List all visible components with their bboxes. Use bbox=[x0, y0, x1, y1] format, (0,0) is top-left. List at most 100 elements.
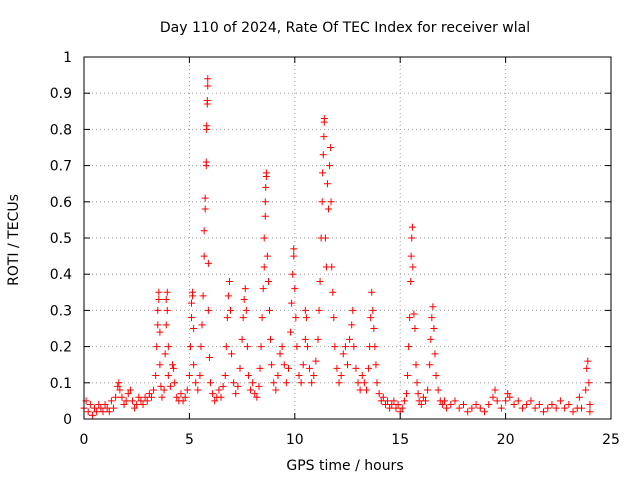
data-point bbox=[430, 325, 438, 332]
data-point bbox=[240, 296, 248, 304]
data-point bbox=[427, 335, 435, 343]
data-point bbox=[177, 390, 185, 398]
data-point bbox=[201, 205, 209, 213]
data-point bbox=[360, 379, 368, 387]
data-point bbox=[260, 263, 268, 271]
data-point bbox=[95, 401, 103, 409]
data-series-roti bbox=[80, 75, 594, 419]
data-point bbox=[196, 372, 204, 380]
data-point bbox=[375, 390, 383, 398]
data-point bbox=[188, 314, 196, 322]
data-point bbox=[288, 299, 296, 307]
data-point bbox=[514, 397, 522, 405]
data-point bbox=[407, 277, 415, 285]
data-point bbox=[153, 343, 161, 351]
data-point bbox=[352, 364, 360, 372]
data-point bbox=[253, 393, 261, 401]
data-point bbox=[282, 379, 290, 387]
data-point bbox=[303, 343, 311, 351]
data-point bbox=[114, 382, 122, 390]
data-point bbox=[179, 397, 187, 405]
data-point bbox=[86, 401, 94, 409]
data-point bbox=[228, 350, 236, 358]
data-point bbox=[299, 361, 307, 369]
data-point bbox=[133, 401, 141, 409]
data-point bbox=[348, 321, 356, 329]
y-tick-label: 0.5 bbox=[50, 231, 72, 247]
data-point bbox=[308, 379, 316, 387]
data-point bbox=[320, 115, 328, 123]
data-point bbox=[421, 397, 429, 405]
data-point bbox=[346, 335, 354, 343]
data-point bbox=[329, 288, 337, 296]
y-tick-label: 0.4 bbox=[50, 267, 72, 283]
data-point bbox=[163, 288, 171, 296]
data-point bbox=[472, 401, 480, 409]
data-point bbox=[84, 408, 92, 416]
data-point bbox=[295, 372, 303, 380]
y-tick-label: 0.7 bbox=[50, 159, 72, 175]
data-point bbox=[413, 379, 421, 387]
data-point bbox=[197, 343, 205, 351]
data-point bbox=[162, 296, 170, 304]
data-point bbox=[371, 343, 379, 351]
data-point bbox=[158, 393, 166, 401]
data-point bbox=[552, 404, 560, 412]
x-tick-label: 0 bbox=[80, 432, 89, 448]
data-point bbox=[276, 350, 284, 358]
data-point bbox=[476, 404, 484, 412]
axis-ticks bbox=[83, 56, 612, 420]
data-point bbox=[120, 401, 128, 409]
data-point bbox=[417, 401, 425, 409]
data-point bbox=[443, 404, 451, 412]
data-point bbox=[116, 386, 124, 394]
x-tick-label: 15 bbox=[391, 432, 409, 448]
data-point bbox=[150, 386, 158, 394]
data-point bbox=[200, 227, 208, 235]
data-point bbox=[412, 361, 420, 369]
data-point bbox=[459, 401, 467, 409]
data-point bbox=[200, 252, 208, 260]
data-point bbox=[201, 194, 209, 202]
data-point bbox=[181, 393, 189, 401]
data-point bbox=[315, 306, 323, 314]
data-point bbox=[289, 270, 297, 278]
data-point bbox=[164, 372, 172, 380]
data-point bbox=[314, 335, 322, 343]
data-point bbox=[424, 386, 432, 394]
data-point bbox=[531, 404, 539, 412]
data-point bbox=[227, 306, 235, 314]
data-point bbox=[171, 379, 179, 387]
data-point bbox=[244, 372, 252, 380]
data-point bbox=[124, 390, 132, 398]
data-point bbox=[455, 404, 463, 412]
data-point bbox=[432, 372, 440, 380]
data-point bbox=[203, 122, 211, 130]
data-point bbox=[326, 162, 334, 170]
data-point bbox=[384, 397, 392, 405]
data-point bbox=[190, 361, 198, 369]
data-point bbox=[217, 393, 225, 401]
data-point bbox=[131, 404, 139, 412]
data-point bbox=[287, 328, 295, 336]
data-point bbox=[260, 234, 268, 242]
data-point bbox=[118, 393, 126, 401]
data-point bbox=[306, 364, 314, 372]
data-point bbox=[341, 343, 349, 351]
data-point bbox=[259, 285, 267, 293]
data-point bbox=[333, 364, 341, 372]
data-point bbox=[409, 263, 417, 271]
data-point bbox=[135, 393, 143, 401]
y-tick-label: 1 bbox=[63, 50, 72, 66]
y-tick-label: 0.2 bbox=[50, 340, 72, 356]
data-point bbox=[337, 372, 345, 380]
data-point bbox=[415, 397, 423, 405]
data-point bbox=[255, 382, 263, 390]
data-point bbox=[548, 401, 556, 409]
data-point bbox=[400, 397, 408, 405]
data-point bbox=[354, 379, 362, 387]
data-point bbox=[238, 335, 246, 343]
grid bbox=[84, 57, 611, 419]
data-point bbox=[407, 252, 415, 260]
data-point bbox=[91, 404, 99, 412]
